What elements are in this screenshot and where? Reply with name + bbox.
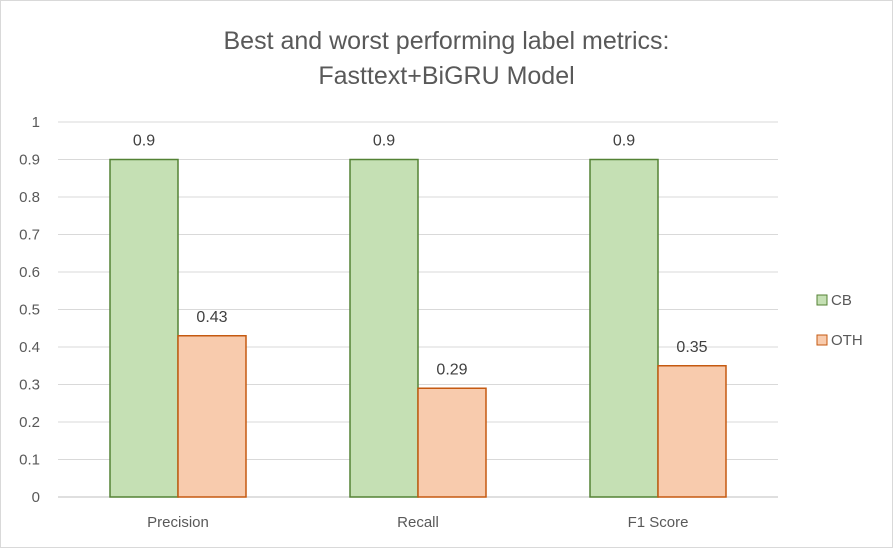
y-tick-label: 0.2	[19, 414, 40, 431]
y-tick-label: 0.4	[19, 339, 40, 356]
legend-swatch-oth	[816, 334, 828, 346]
bar-oth	[417, 387, 487, 498]
chart-title-line-2: Fasttext+BiGRU Model	[318, 62, 575, 90]
chart-title-line-1: Best and worst performing label metrics:	[223, 27, 670, 55]
data-label: 0.35	[676, 339, 707, 356]
y-tick-label: 1	[32, 114, 40, 131]
x-tick-label: Precision	[147, 514, 209, 531]
y-tick-label: 0.5	[19, 302, 40, 319]
y-tick-label: 0	[32, 489, 40, 506]
data-label: 0.9	[613, 133, 635, 150]
bar-cb	[349, 158, 419, 498]
data-label: 0.29	[436, 361, 467, 378]
bar-oth	[657, 365, 727, 498]
legend-label-cb: CB	[831, 292, 852, 309]
bar-oth	[177, 335, 247, 498]
legend-label-oth: OTH	[831, 332, 863, 349]
y-tick-label: 0.1	[19, 452, 40, 469]
data-label: 0.9	[373, 133, 395, 150]
y-tick-label: 0.8	[19, 189, 40, 206]
data-label: 0.9	[133, 133, 155, 150]
y-tick-label: 0.6	[19, 264, 40, 281]
x-tick-label: Recall	[397, 514, 439, 531]
bar-cb	[109, 158, 179, 498]
bar-cb	[589, 158, 659, 498]
legend-swatch-cb	[816, 294, 828, 306]
y-tick-label: 0.7	[19, 227, 40, 244]
data-label: 0.43	[196, 309, 227, 326]
y-tick-label: 0.3	[19, 377, 40, 394]
y-tick-label: 0.9	[19, 152, 40, 169]
x-tick-label: F1 Score	[628, 514, 689, 531]
